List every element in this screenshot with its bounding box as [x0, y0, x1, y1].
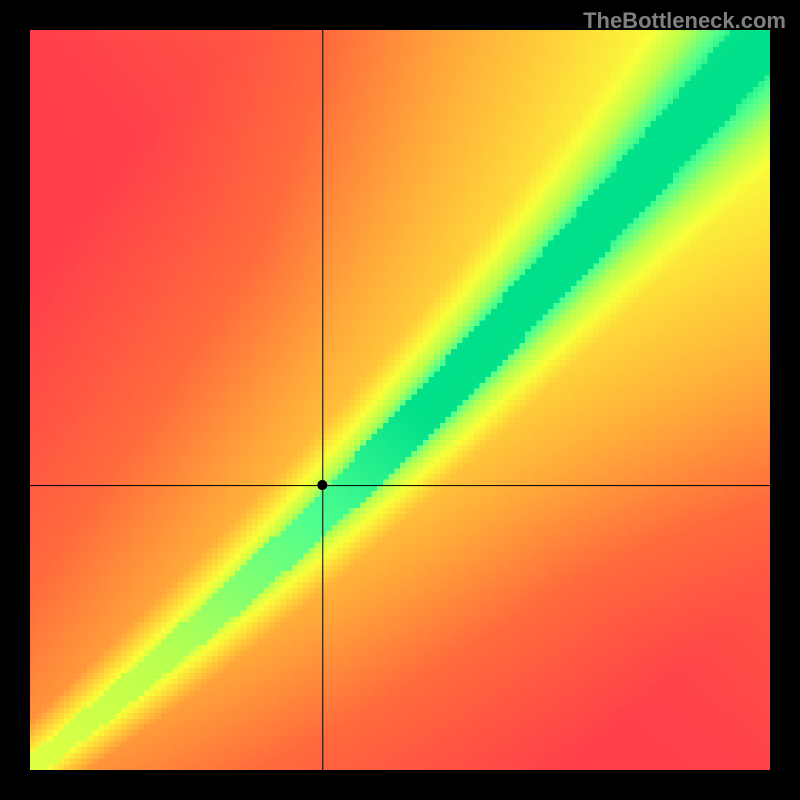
watermark-text: TheBottleneck.com — [583, 8, 786, 34]
heatmap-container — [30, 30, 770, 770]
crosshair-overlay — [30, 30, 770, 770]
